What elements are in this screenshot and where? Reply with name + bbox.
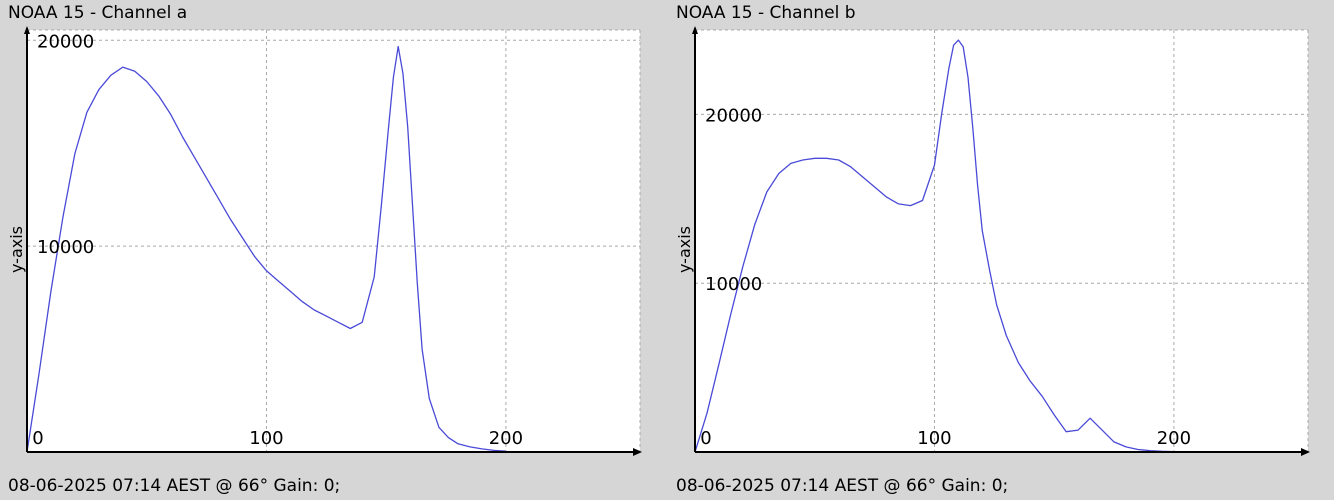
y-tick-label: 10000 (37, 237, 94, 258)
y-axis-arrow (24, 26, 30, 34)
x-axis-arrow (1301, 448, 1310, 456)
status-footer: 08-06-2025 07:14 AEST @ 66° Gain: 0; (676, 476, 1009, 496)
chart-plot-area[interactable]: 0 100 200 10000 20000 (0, 24, 660, 468)
x-tick-label: 100 (917, 428, 951, 449)
chart-plot-area[interactable]: 0 100 200 10000 20000 (668, 24, 1328, 468)
data-series-line (694, 39, 1174, 453)
chart-title: NOAA 15 - Channel b (676, 3, 856, 23)
x-tick-label: 100 (249, 428, 283, 449)
x-axis-arrow (633, 448, 642, 456)
x-tick-label: 200 (1157, 428, 1191, 449)
x-tick-label: 0 (700, 428, 711, 449)
y-tick-label: 20000 (705, 105, 762, 126)
data-series-line (26, 45, 506, 453)
x-tick-label: 200 (489, 428, 523, 449)
plot-background (695, 30, 1308, 452)
status-footer: 08-06-2025 07:14 AEST @ 66° Gain: 0; (8, 476, 341, 496)
y-tick-label: 20000 (37, 31, 94, 52)
y-axis-arrow (692, 26, 698, 34)
y-tick-label: 10000 (705, 274, 762, 295)
x-tick-label: 0 (32, 428, 43, 449)
chart-title: NOAA 15 - Channel a (8, 3, 188, 23)
plot-background (27, 30, 640, 452)
